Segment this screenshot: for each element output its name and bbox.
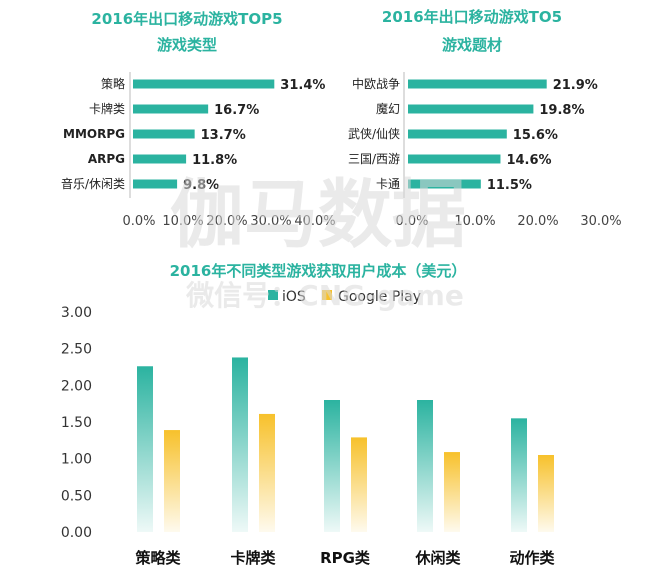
- theme-title-line1: 2016年出口移动游戏TO5: [382, 8, 562, 26]
- cost-ios-bar-3: [417, 400, 433, 532]
- theme-category-label-0: 中欧战争: [352, 76, 400, 91]
- theme-x-tick-0: 0.0%: [395, 214, 428, 229]
- genre-x-tick-0: 0.0%: [122, 214, 155, 229]
- genre-value-label-0: 31.4%: [280, 78, 325, 93]
- theme-x-tick-1: 10.0%: [454, 214, 495, 229]
- theme-bar-3: [408, 154, 501, 164]
- cost-ios-bar-2: [324, 400, 340, 532]
- genre-category-label-0: 策略: [101, 76, 125, 91]
- genre-x-tick-4: 40.0%: [294, 214, 335, 229]
- genre-category-label-2: MMORPG: [63, 127, 125, 141]
- cost-ios-bar-0: [137, 366, 153, 532]
- genre-bar-2: [133, 129, 195, 139]
- genre-x-tick-1: 10.0%: [162, 214, 203, 229]
- theme-value-label-1: 19.8%: [539, 103, 584, 118]
- cost-y-tick-1: 0.50: [61, 488, 92, 504]
- cost-category-label-0: 策略类: [134, 549, 181, 567]
- cost-y-tick-6: 3.00: [61, 305, 92, 321]
- genre-category-label-3: ARPG: [88, 152, 125, 166]
- legend-ios-swatch: [268, 290, 278, 300]
- genre-title-line1: 2016年出口移动游戏TOP5: [91, 10, 282, 28]
- genre-x-tick-2: 20.0%: [206, 214, 247, 229]
- theme-x-tick-2: 20.0%: [517, 214, 558, 229]
- genre-bar-3: [133, 154, 187, 164]
- genre-value-label-2: 13.7%: [201, 128, 246, 143]
- theme-x-tick-3: 30.0%: [580, 214, 621, 229]
- genre-value-label-1: 16.7%: [214, 103, 259, 118]
- cost-googleplay-bar-4: [538, 455, 554, 532]
- theme-bar-1: [408, 104, 534, 114]
- genre-bar-4: [133, 179, 178, 189]
- theme-category-label-1: 魔幻: [376, 101, 400, 116]
- watermark-main: 伽马数据: [170, 172, 466, 258]
- cost-y-tick-2: 1.00: [61, 452, 92, 468]
- genre-value-label-4: 9.8%: [183, 178, 219, 193]
- theme-value-label-3: 14.6%: [506, 153, 551, 168]
- genre-value-label-3: 11.8%: [192, 153, 237, 168]
- theme-category-label-4: 卡通: [376, 177, 400, 191]
- legend-googleplay-swatch: [322, 290, 332, 300]
- cost-ios-bar-4: [511, 418, 527, 532]
- cost-ios-bar-1: [232, 357, 248, 532]
- theme-bar-0: [408, 79, 547, 89]
- theme-value-label-2: 15.6%: [513, 128, 558, 143]
- genre-category-label-1: 卡牌类: [89, 102, 125, 116]
- genre-title-line2: 游戏类型: [157, 36, 217, 54]
- cost-category-label-2: RPG类: [320, 549, 371, 567]
- cost-category-label-1: 卡牌类: [230, 549, 276, 567]
- theme-value-label-4: 11.5%: [487, 178, 532, 193]
- cost-title: 2016年不同类型游戏获取用户成本（美元）: [170, 262, 467, 280]
- theme-title-line2: 游戏题材: [442, 36, 502, 54]
- genre-x-tick-3: 30.0%: [250, 214, 291, 229]
- cost-googleplay-bar-0: [164, 430, 180, 532]
- theme-bar-4: [408, 179, 481, 189]
- cost-y-tick-3: 1.50: [61, 415, 92, 431]
- genre-category-label-4: 音乐/休闲类: [61, 176, 125, 191]
- theme-value-label-0: 21.9%: [553, 78, 598, 93]
- theme-category-label-3: 三国/西游: [348, 152, 400, 166]
- cost-googleplay-bar-1: [259, 413, 275, 532]
- watermark-sub: 微信号：CNG-game: [185, 279, 464, 312]
- theme-category-label-2: 武侠/仙侠: [348, 127, 400, 141]
- theme-bar-2: [408, 129, 507, 139]
- legend-ios-label: iOS: [282, 289, 306, 305]
- cost-googleplay-bar-2: [351, 437, 367, 532]
- cost-y-tick-5: 2.50: [61, 342, 92, 358]
- cost-y-tick-4: 2.00: [61, 378, 92, 394]
- genre-bar-0: [133, 79, 275, 89]
- legend-googleplay-label: Google Play: [338, 289, 421, 305]
- cost-googleplay-bar-3: [444, 452, 460, 532]
- genre-bar-1: [133, 104, 209, 114]
- cost-category-label-4: 动作类: [509, 549, 555, 567]
- cost-category-label-3: 休闲类: [414, 549, 461, 567]
- cost-y-tick-0: 0.00: [61, 525, 92, 541]
